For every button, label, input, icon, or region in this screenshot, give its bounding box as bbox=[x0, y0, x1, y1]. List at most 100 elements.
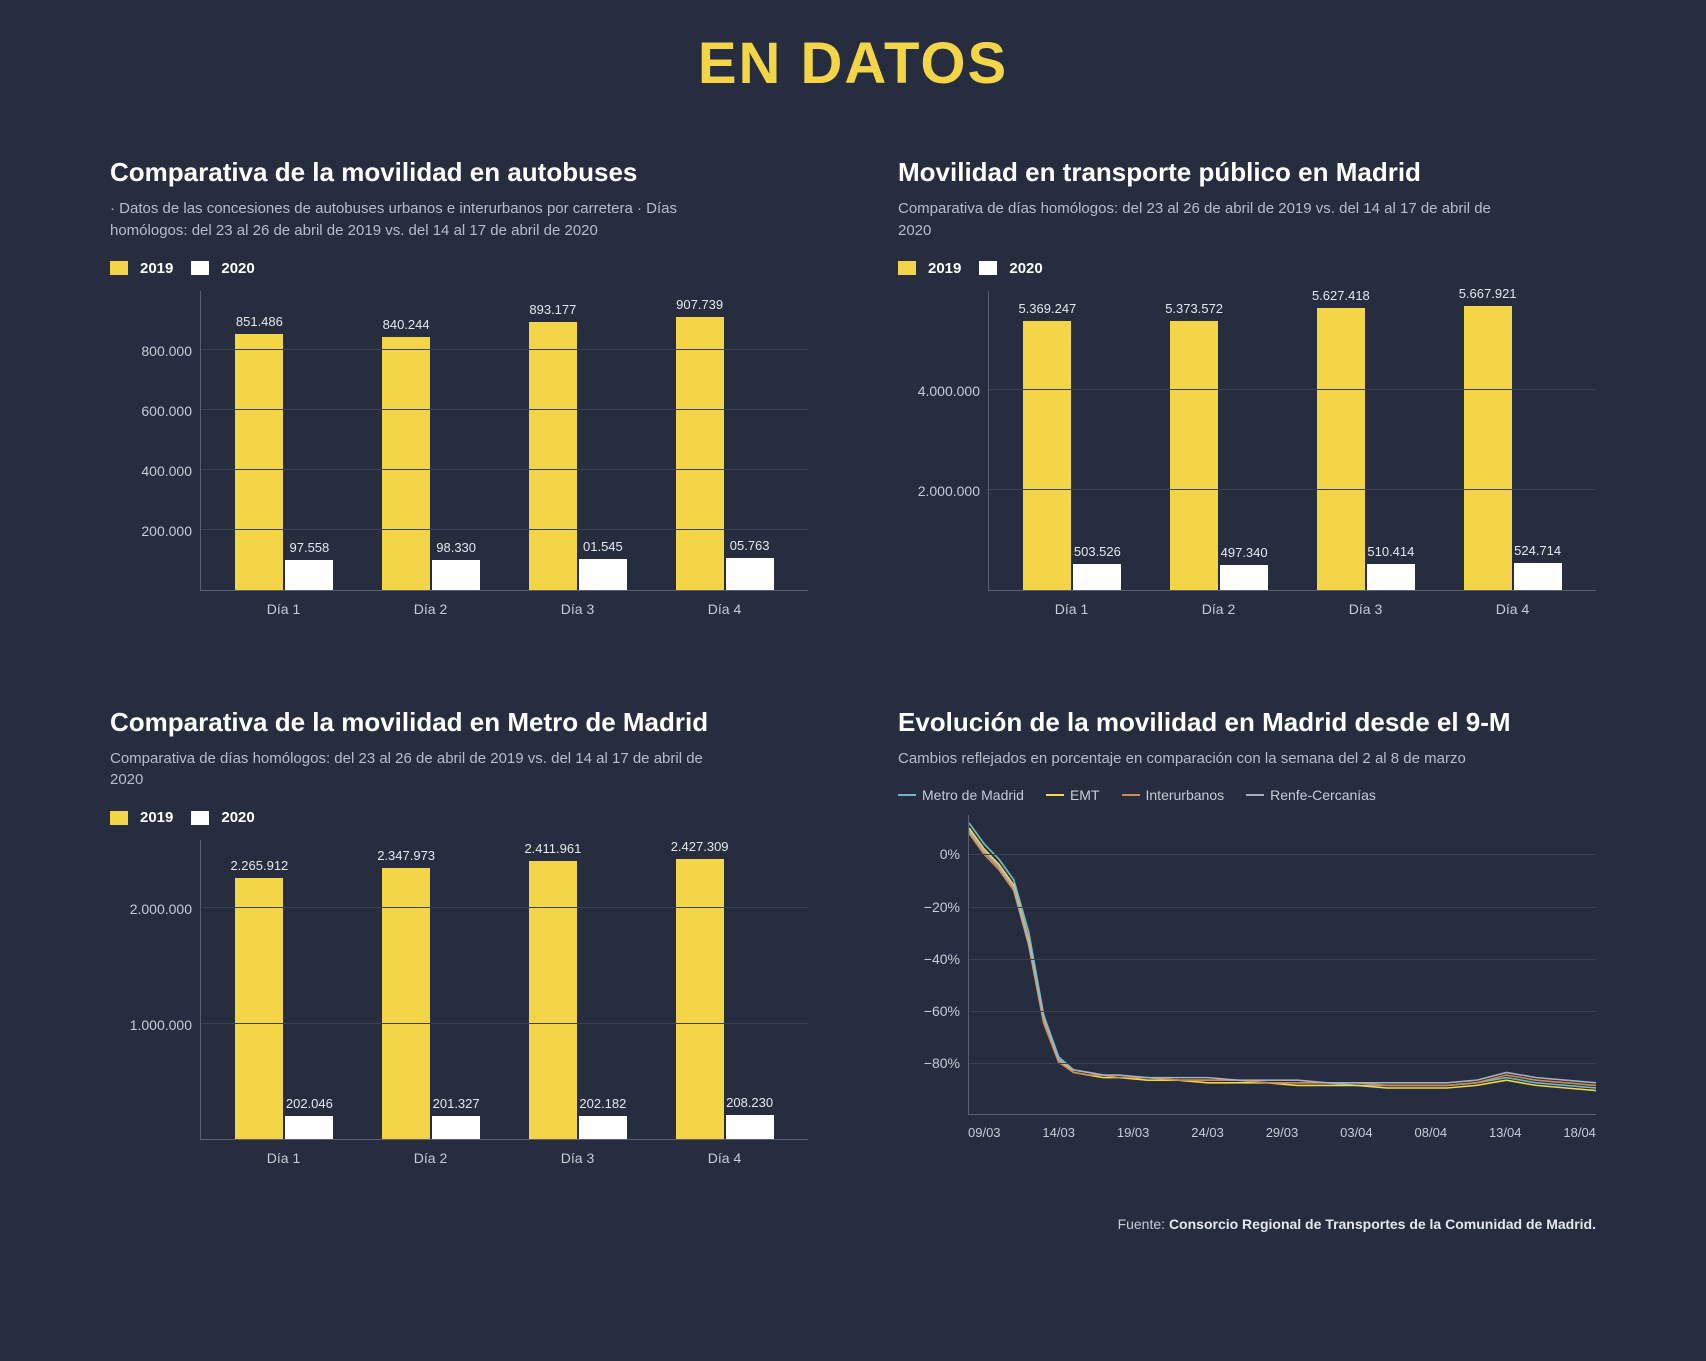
xlabel: 13/04 bbox=[1489, 1125, 1522, 1140]
bar-label: 208.230 bbox=[726, 1095, 773, 1110]
legend-series-label: Renfe-Cercanías bbox=[1270, 787, 1376, 803]
xlabel: Día 4 bbox=[1458, 601, 1568, 617]
xlabel: Día 4 bbox=[670, 1150, 780, 1166]
legend-series-label: Interurbanos bbox=[1146, 787, 1225, 803]
legend-2020: 2020 bbox=[191, 260, 254, 277]
legend-dash bbox=[1122, 794, 1140, 796]
plot-evolution bbox=[968, 815, 1596, 1115]
bar-2019: 2.347.973 bbox=[382, 868, 430, 1139]
ytick: 1.000.000 bbox=[130, 1017, 192, 1033]
bar-label: 5.667.921 bbox=[1459, 286, 1517, 301]
bar-label: 907.739 bbox=[676, 297, 723, 312]
legend-label-2019: 2019 bbox=[928, 260, 961, 277]
legend-2020: 2020 bbox=[979, 260, 1042, 277]
chart-title-evolution: Evolución de la movilidad en Madrid desd… bbox=[898, 707, 1596, 738]
bar-group: 5.369.247503.526 bbox=[1017, 321, 1127, 589]
xlabel: 19/03 bbox=[1117, 1125, 1150, 1140]
legend-series: Interurbanos bbox=[1122, 787, 1225, 803]
ytick: −60% bbox=[924, 1003, 960, 1019]
gridline bbox=[969, 907, 1596, 908]
legend-label-2019: 2019 bbox=[140, 260, 173, 277]
legend-2019: 2019 bbox=[110, 809, 173, 826]
ytick: −20% bbox=[924, 899, 960, 915]
bar-2020: 201.327 bbox=[432, 1116, 480, 1139]
xlabel: 24/03 bbox=[1191, 1125, 1224, 1140]
bar-2020: 97.558 bbox=[285, 560, 333, 589]
gridline bbox=[201, 409, 808, 410]
bar-2020: 01.545 bbox=[579, 559, 627, 589]
xaxis-evolution: 09/0314/0319/0324/0329/0303/0408/0413/04… bbox=[968, 1115, 1596, 1140]
xlabel: Día 3 bbox=[1311, 601, 1421, 617]
yaxis-buses: 200.000400.000600.000800.000 bbox=[110, 291, 200, 591]
chart-subtitle-evolution: Cambios reflejados en porcentaje en comp… bbox=[898, 748, 1518, 770]
legend-series: Renfe-Cercanías bbox=[1246, 787, 1376, 803]
bar-label: 2.427.309 bbox=[671, 839, 729, 854]
yaxis-public: 2.000.000 4.000.000 bbox=[898, 291, 988, 591]
xaxis-public: Día 1 Día 2 Día 3 Día 4 bbox=[988, 591, 1596, 617]
xlabel: Día 2 bbox=[1164, 601, 1274, 617]
bar-group: 907.73905.763 bbox=[670, 317, 780, 589]
bar-2019: 5.369.247 bbox=[1023, 321, 1071, 589]
swatch-2020 bbox=[191, 811, 209, 825]
legend-series: EMT bbox=[1046, 787, 1100, 803]
bar-group: 2.347.973201.327 bbox=[376, 868, 486, 1139]
bar-label: 524.714 bbox=[1514, 543, 1561, 558]
bar-2019: 5.627.418 bbox=[1317, 308, 1365, 589]
ytick: 4.000.000 bbox=[918, 383, 980, 399]
bar-label: 893.177 bbox=[529, 302, 576, 317]
swatch-2019 bbox=[110, 261, 128, 275]
plot-buses: 851.48697.558840.24498.330893.17701.5459… bbox=[200, 291, 808, 591]
charts-grid: Comparativa de la movilidad en autobuses… bbox=[110, 157, 1596, 1166]
plot-public: 5.369.247503.526 5.373.572497.340 5.627.41… bbox=[988, 291, 1596, 591]
legend-dash bbox=[1246, 794, 1264, 796]
chart-subtitle-public: Comparativa de días homólogos: del 23 al… bbox=[898, 198, 1518, 242]
bar-label: 97.558 bbox=[289, 540, 329, 555]
bar-group: 5.627.418510.414 bbox=[1311, 308, 1421, 589]
bar-2019: 5.373.572 bbox=[1170, 321, 1218, 590]
bar-label: 98.330 bbox=[436, 540, 476, 555]
xlabel: 03/04 bbox=[1340, 1125, 1373, 1140]
gridline bbox=[201, 349, 808, 350]
xlabel: Día 1 bbox=[229, 601, 339, 617]
gridline bbox=[969, 1011, 1596, 1012]
panel-metro: Comparativa de la movilidad en Metro de … bbox=[110, 707, 808, 1167]
xaxis-metro: Día 1Día 2Día 3Día 4 bbox=[200, 1140, 808, 1166]
ytick: 2.000.000 bbox=[918, 483, 980, 499]
gridline bbox=[969, 1063, 1596, 1064]
legend-buses: 2019 2020 bbox=[110, 260, 808, 277]
legend-2020: 2020 bbox=[191, 809, 254, 826]
bar-label: 503.526 bbox=[1074, 544, 1121, 559]
bar-2020: 497.340 bbox=[1220, 565, 1268, 590]
bar-2019: 840.244 bbox=[382, 337, 430, 589]
chart-title-buses: Comparativa de la movilidad en autobuses bbox=[110, 157, 808, 188]
bar-group: 840.244 98.330 bbox=[376, 337, 486, 589]
bar-chart-metro: 1.000.000 2.000.000 2.265.912202.0462.347… bbox=[110, 840, 808, 1140]
legend-2019: 2019 bbox=[110, 260, 173, 277]
gridline bbox=[969, 854, 1596, 855]
ytick: 2.000.000 bbox=[130, 901, 192, 917]
panel-evolution: Evolución de la movilidad en Madrid desd… bbox=[898, 707, 1596, 1167]
gridline bbox=[989, 389, 1596, 390]
bar-label: 201.327 bbox=[433, 1096, 480, 1111]
bar-label: 840.244 bbox=[383, 317, 430, 332]
bar-2020: 510.414 bbox=[1367, 564, 1415, 590]
legend-label-2020: 2020 bbox=[1009, 260, 1042, 277]
xlabel: Día 2 bbox=[376, 601, 486, 617]
page-title: EN DATOS bbox=[110, 30, 1596, 97]
xlabel: 29/03 bbox=[1266, 1125, 1299, 1140]
gridline bbox=[969, 959, 1596, 960]
source-prefix: Fuente: bbox=[1118, 1216, 1169, 1232]
legend-series: Metro de Madrid bbox=[898, 787, 1024, 803]
xlabel: Día 1 bbox=[1017, 601, 1127, 617]
legend-public: 2019 2020 bbox=[898, 260, 1596, 277]
bar-group: 2.411.961202.182 bbox=[523, 861, 633, 1139]
xlabel: Día 3 bbox=[523, 601, 633, 617]
ytick: −40% bbox=[924, 951, 960, 967]
panel-buses: Comparativa de la movilidad en autobuses… bbox=[110, 157, 808, 617]
xlabel: Día 2 bbox=[376, 1150, 486, 1166]
plot-metro: 2.265.912202.0462.347.973201.3272.411.96… bbox=[200, 840, 808, 1140]
legend-dash bbox=[1046, 794, 1064, 796]
bar-2020: 202.182 bbox=[579, 1116, 627, 1139]
bar-2020: 503.526 bbox=[1073, 564, 1121, 589]
bar-label: 5.627.418 bbox=[1312, 288, 1370, 303]
